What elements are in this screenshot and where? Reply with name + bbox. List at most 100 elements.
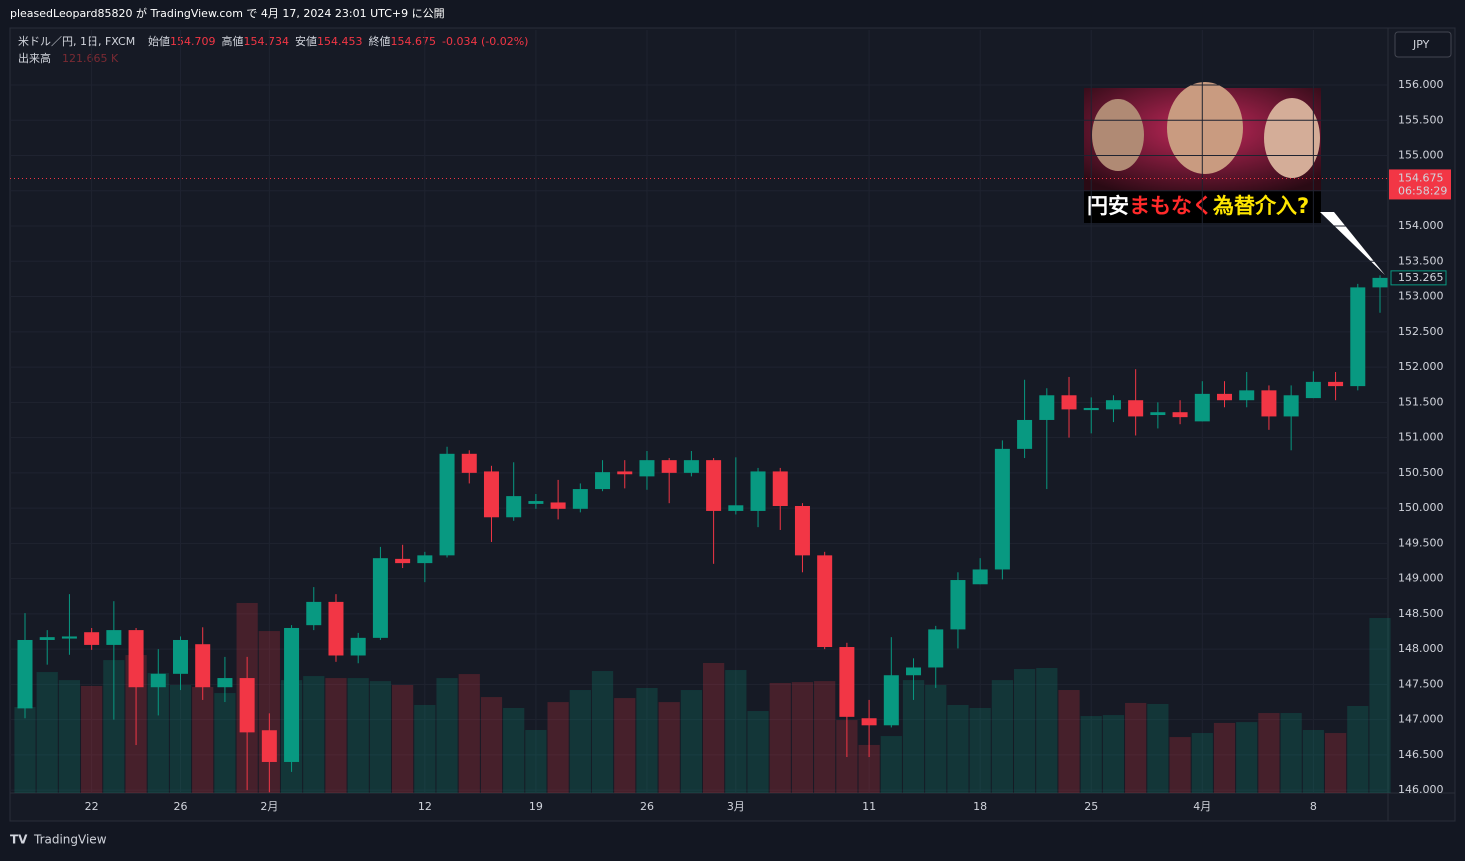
brand: TradingView [33, 833, 107, 847]
y-tick-label: 151.000 [1398, 431, 1444, 444]
volume-bar [1236, 722, 1258, 793]
candle-body [195, 644, 211, 688]
candle-body [1350, 287, 1366, 387]
brand-logo: TV [10, 833, 28, 847]
candle-body [1128, 400, 1144, 417]
volume-bar [703, 662, 725, 793]
volume-bar [369, 681, 392, 793]
y-tick-label: 149.500 [1398, 536, 1444, 549]
candle-body [906, 667, 922, 676]
candle-body [239, 678, 255, 733]
candle-body [728, 505, 744, 511]
legend-value: 154.734 [244, 35, 290, 48]
y-tick-label: 153.500 [1398, 254, 1444, 267]
volume-bar [169, 684, 192, 793]
caption-part: まもなく [1129, 194, 1213, 218]
candle-body [128, 630, 144, 688]
volume-bar [1280, 713, 1302, 793]
y-tick-label: 155.000 [1398, 149, 1444, 162]
ohlc-legend: 始値154.709 高値154.734 安値154.453 終値154.675 -0.0… [148, 34, 528, 48]
volume-bar [103, 660, 125, 793]
candle-body [17, 639, 33, 709]
currency-label[interactable]: JPY [1412, 38, 1430, 51]
volume-bar [547, 702, 569, 793]
y-tick-label: 152.500 [1398, 325, 1444, 338]
candle-body [1194, 393, 1210, 422]
volume-bar [880, 736, 902, 793]
legend-value: 154.709 [170, 35, 216, 48]
candle-body [61, 636, 77, 639]
candle-body [972, 569, 988, 585]
y-tick-label: 155.500 [1398, 113, 1444, 126]
x-tick-label: 8 [1310, 800, 1317, 813]
volume-bar [525, 730, 547, 793]
candle-body [994, 448, 1010, 570]
caption-part: 為替介入? [1213, 194, 1309, 218]
volume-bar [1369, 618, 1391, 793]
volume-bar [303, 676, 325, 793]
volume-bar [1324, 733, 1347, 793]
volume-bar [791, 682, 814, 793]
x-tick-label: 26 [640, 800, 654, 813]
y-tick-label: 149.000 [1398, 572, 1444, 585]
currency-button[interactable] [1394, 31, 1452, 58]
candle-body [1017, 419, 1033, 449]
volume-bar [814, 681, 836, 793]
volume-bar [1191, 733, 1213, 793]
candle-body [661, 460, 677, 473]
candle-body [639, 460, 655, 477]
volume-bar [658, 702, 680, 793]
volume-bar [969, 707, 991, 793]
volume-bar [1013, 669, 1036, 793]
legend-change: -0.034 (-0.02%) [442, 35, 528, 48]
candle-body [1283, 395, 1299, 417]
volume-bar [1036, 668, 1058, 793]
y-tick-label: 148.500 [1398, 607, 1444, 620]
candle-body [172, 639, 188, 674]
candle-body [461, 453, 477, 473]
volume-bar [414, 704, 436, 793]
candle-body [1261, 390, 1277, 417]
volume-bar [81, 685, 103, 793]
candle-body [528, 501, 544, 504]
legend-value: 154.675 [391, 35, 437, 48]
callout [1320, 212, 1385, 275]
volume-bar [36, 672, 58, 793]
candle-body [683, 460, 699, 473]
publisher: pleasedLeopard85820 が TradingView.com で … [10, 6, 445, 20]
candle-body [883, 675, 899, 726]
volume-bar [925, 684, 947, 793]
volume-bar [214, 693, 236, 793]
candle-body [706, 460, 722, 511]
volume-bar [725, 670, 747, 793]
candle-body [39, 637, 55, 640]
y-tick-label: 156.000 [1398, 78, 1444, 91]
volume-bar [947, 704, 969, 793]
candle-body [861, 718, 877, 726]
candle-body [372, 558, 388, 638]
candle-body [550, 502, 566, 509]
volume-bar [858, 744, 880, 793]
x-tick-label: 3月 [727, 800, 745, 813]
candle-body [1061, 395, 1077, 410]
volume-bar [991, 680, 1013, 793]
volume-bar [1347, 705, 1369, 793]
volume-bar [503, 707, 525, 793]
volume-bar [1080, 716, 1102, 793]
candle-body [1150, 412, 1166, 416]
legend-label: 始値 [148, 34, 170, 48]
last-close-value: 153.265 [1398, 271, 1444, 284]
candle-body [772, 471, 788, 506]
volume-bar [1169, 737, 1191, 793]
volume-bar [769, 682, 791, 793]
volume-bar [591, 671, 614, 793]
candle-body [1172, 412, 1188, 418]
candle-body [350, 637, 366, 656]
x-tick-label: 2月 [260, 800, 278, 813]
candle-body [417, 555, 433, 564]
volume [14, 603, 1391, 793]
volume-bar [458, 674, 480, 793]
candles [17, 275, 1388, 793]
y-tick-label: 150.500 [1398, 466, 1444, 479]
